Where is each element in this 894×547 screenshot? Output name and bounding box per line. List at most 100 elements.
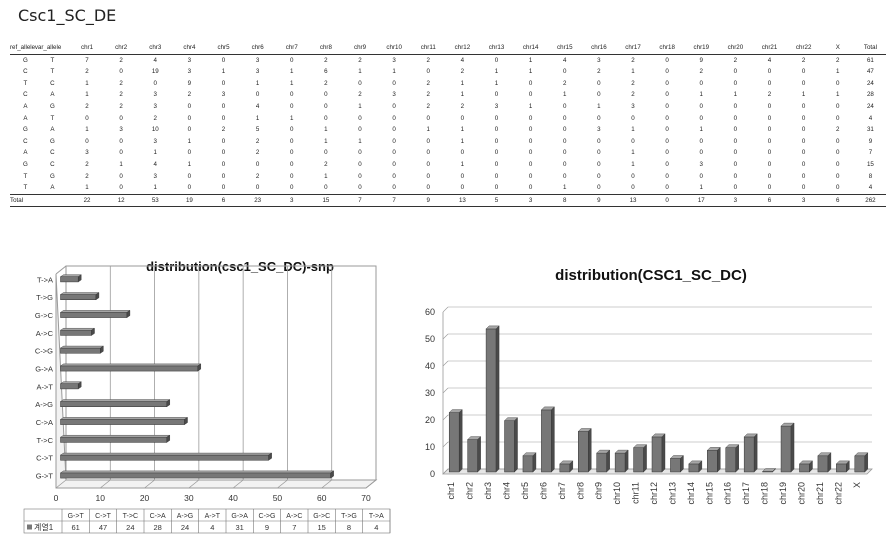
table-cell: 24 <box>866 102 874 110</box>
table-row: C G 0 0 3 1 0 2 0 1 1 0 0 1 0 0 0 0 0 0 0 0 0 0 0 9 <box>10 136 886 148</box>
table-cell: 0 <box>324 184 328 192</box>
data-table-category: A->T <box>205 513 221 520</box>
table-cell: 0 <box>392 126 396 134</box>
table-cell: 0 <box>767 114 772 122</box>
table-cell: 0 <box>767 68 772 76</box>
table-cell: 0 <box>426 114 430 122</box>
total-cell: 3 <box>718 193 753 208</box>
bar-end-face <box>197 363 201 372</box>
table-cell: 1 <box>290 114 294 122</box>
table-cell: 2 <box>426 56 430 64</box>
table-cell: 0 <box>563 160 567 168</box>
table-cell: 3 <box>153 137 157 145</box>
table-cell: 1 <box>699 126 703 134</box>
table-cell: 0 <box>460 149 465 157</box>
table-cell: 0 <box>221 160 226 168</box>
bar-top-face <box>59 470 335 474</box>
data-table-category: G->A <box>231 513 248 520</box>
table-cell: 3 <box>597 56 601 64</box>
bar-side-face <box>698 460 703 473</box>
table-row: A G 2 2 3 0 0 4 0 0 1 0 2 2 3 1 0 1 3 0 0 0 0 0 0 24 <box>10 101 886 113</box>
grid-line <box>442 468 449 475</box>
table-cell: 0 <box>665 126 669 134</box>
y-category-label: T->C <box>37 436 54 445</box>
data-table-category: A->G <box>177 513 194 520</box>
table-cell: 0 <box>392 160 396 168</box>
table-cell: 0 <box>187 172 192 180</box>
table-cell: 0 <box>119 137 123 145</box>
x-category-label: chr1 <box>446 482 456 500</box>
table-cell: 0 <box>665 172 669 180</box>
y-category-label: G->T <box>36 471 54 480</box>
total-cell: 9 <box>581 193 616 208</box>
table-cell: G <box>49 172 55 180</box>
table-cell: 0 <box>494 56 499 64</box>
total-cell: 13 <box>445 193 480 208</box>
table-cell: 0 <box>187 149 192 157</box>
table-cell: 2 <box>85 68 89 76</box>
table-row: G A 1 3 10 0 2 5 0 1 0 0 1 1 0 0 0 3 1 0 1 0 0 0 2 31 <box>10 124 886 136</box>
total-cell: 53 <box>138 193 173 208</box>
table-cell: 0 <box>733 149 738 157</box>
bar-top-face <box>59 328 96 331</box>
y-category-label: T->A <box>37 275 53 284</box>
table-cell: 0 <box>665 149 669 157</box>
table-cell: A <box>50 126 55 134</box>
table-cell: 24 <box>866 79 874 87</box>
table-cell: 0 <box>358 126 362 134</box>
bar <box>780 425 792 473</box>
table-cell: A <box>23 102 28 110</box>
table-cell: 0 <box>597 79 601 87</box>
table-cell: 0 <box>290 137 294 145</box>
data-table-value: 61 <box>71 523 79 532</box>
bar-end-face <box>78 381 82 390</box>
table-cell: 0 <box>631 184 635 192</box>
bar <box>614 452 626 473</box>
data-table-category: G->T <box>68 513 85 520</box>
grid-line <box>442 306 449 313</box>
table-cell: 1 <box>324 172 328 180</box>
table-cell: 3 <box>255 56 260 64</box>
x-category-label: chr21 <box>815 482 825 505</box>
grid-line <box>232 479 244 489</box>
table-cell: G <box>22 160 28 168</box>
x-tick-label: 10 <box>96 493 106 503</box>
y-tick-label: 50 <box>425 334 435 344</box>
table-cell: 2 <box>631 91 635 99</box>
table-cell: 0 <box>665 91 669 99</box>
data-table-value: 31 <box>235 523 243 532</box>
table-cell: G <box>49 137 55 145</box>
table-cell: 0 <box>426 172 430 180</box>
column-header: chr15 <box>547 42 582 55</box>
table-cell: 47 <box>866 68 874 76</box>
table-cell: G <box>49 102 55 110</box>
table-cell: C <box>23 68 28 76</box>
grid-line <box>188 479 200 489</box>
table-cell: 0 <box>358 79 362 87</box>
bar <box>60 436 168 443</box>
grid-line <box>442 441 449 448</box>
table-cell: 0 <box>699 172 703 180</box>
table-cell: 0 <box>665 56 669 64</box>
table-cell: 0 <box>290 149 294 157</box>
column-header: chr21 <box>752 42 787 55</box>
table-cell: 2 <box>324 56 328 64</box>
table-cell: 0 <box>733 126 738 134</box>
table-cell: 0 <box>563 126 567 134</box>
column-header: Total <box>854 42 886 55</box>
bar <box>670 458 681 473</box>
column-header: chr10 <box>377 42 412 55</box>
bar <box>725 447 736 473</box>
table-cell: 3 <box>153 102 157 110</box>
bar-top-face <box>59 274 82 277</box>
table-cell: 0 <box>665 102 669 110</box>
column-header: chr8 <box>308 42 343 55</box>
table-cell: 0 <box>392 149 396 157</box>
table-cell: 4 <box>255 102 260 110</box>
bar-side-face <box>827 452 832 473</box>
table-cell: 2 <box>255 137 260 145</box>
bar-side-face <box>735 444 739 473</box>
data-table-value: 28 <box>153 523 161 532</box>
table-cell: 4 <box>460 56 465 64</box>
table-cell: 0 <box>528 114 533 122</box>
